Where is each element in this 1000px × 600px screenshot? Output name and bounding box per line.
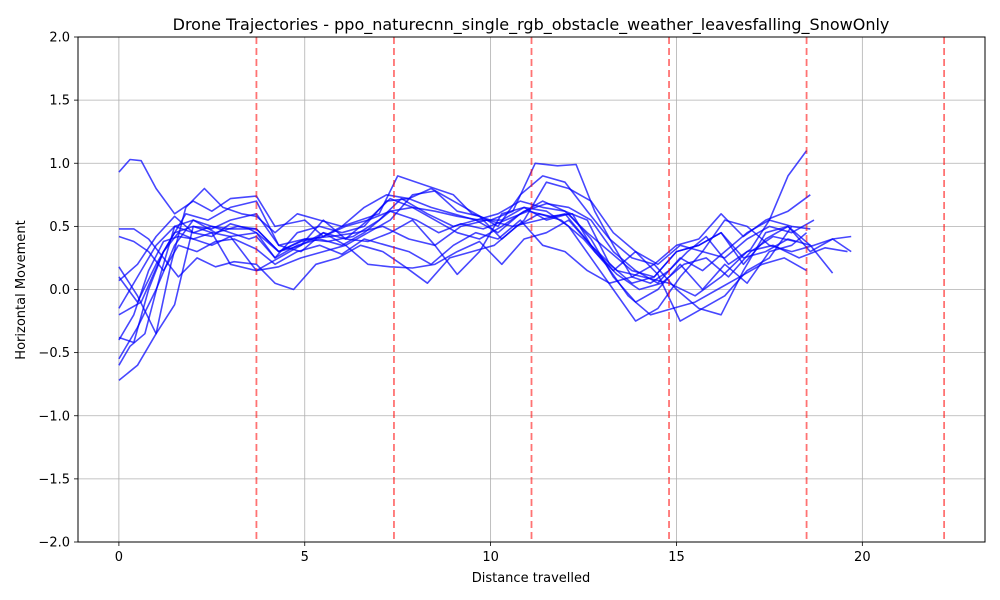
trajectory-line-11 (118, 181, 852, 316)
series-layer (118, 150, 852, 382)
trajectory-line-7 (118, 219, 852, 316)
y-tick-label: 1.5 (49, 94, 70, 109)
trajectory-line-4 (118, 175, 811, 382)
y-tick-label: −1.0 (38, 409, 70, 424)
trajectory-line-5 (118, 213, 807, 316)
y-axis-ticks: −2.0 −1.5 −1.0 −0.5 0.0 0.5 1.0 1.5 2.0 (38, 31, 78, 551)
chart-title: Drone Trajectories - ppo_naturecnn_singl… (173, 15, 890, 35)
trajectory-line-12 (118, 206, 808, 303)
y-tick-label: 0.5 (49, 220, 70, 235)
x-tick-label: 20 (854, 550, 871, 565)
x-tick-label: 15 (668, 550, 685, 565)
y-tick-label: 0.0 (49, 283, 70, 298)
x-axis-label: Distance travelled (472, 571, 591, 586)
obstacle-lines (255, 37, 946, 542)
trajectory-line-3 (118, 210, 796, 344)
trajectory-line-9 (118, 197, 834, 309)
trajectory-line-10 (118, 219, 793, 341)
trajectory-line-13 (118, 197, 811, 360)
x-tick-label: 5 (301, 550, 309, 565)
y-tick-label: 1.0 (49, 157, 70, 172)
trajectory-line-6 (118, 213, 848, 335)
x-axis-ticks: 0 5 10 15 20 (115, 542, 871, 565)
x-tick-label: 0 (115, 550, 123, 565)
y-tick-label: −2.0 (38, 536, 70, 551)
y-tick-label: −1.5 (38, 472, 70, 487)
x-tick-label: 10 (482, 550, 499, 565)
y-tick-label: 2.0 (49, 31, 70, 46)
y-tick-label: −0.5 (38, 346, 70, 361)
y-axis-label: Horizontal Movement (14, 220, 29, 359)
plot-area (118, 37, 946, 542)
